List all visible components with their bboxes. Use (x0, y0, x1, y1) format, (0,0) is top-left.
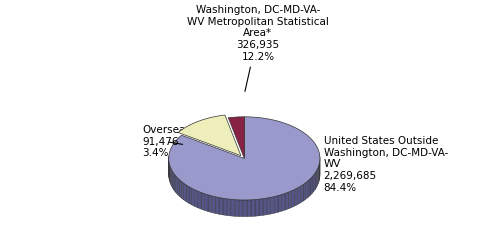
Polygon shape (315, 171, 316, 190)
Polygon shape (212, 196, 216, 213)
Polygon shape (251, 199, 255, 216)
Polygon shape (182, 182, 184, 200)
Polygon shape (247, 200, 251, 217)
Text: Overseas
91,476
3.4%: Overseas 91,476 3.4% (142, 125, 191, 158)
Polygon shape (235, 200, 239, 216)
Polygon shape (298, 186, 300, 204)
Polygon shape (168, 117, 320, 200)
Polygon shape (172, 171, 174, 190)
Polygon shape (216, 197, 219, 214)
Polygon shape (267, 197, 270, 215)
Polygon shape (285, 192, 288, 210)
Polygon shape (227, 199, 231, 216)
Text: United States Outside
Washington, DC-MD-VA-
WV
2,269,685
84.4%: United States Outside Washington, DC-MD-… (324, 136, 448, 193)
Polygon shape (314, 173, 315, 192)
Polygon shape (231, 199, 235, 216)
Polygon shape (180, 180, 182, 198)
Polygon shape (223, 198, 227, 216)
Polygon shape (178, 178, 180, 196)
Polygon shape (300, 185, 303, 203)
Polygon shape (170, 167, 172, 186)
Polygon shape (189, 187, 192, 205)
Polygon shape (198, 191, 201, 209)
Polygon shape (243, 200, 247, 217)
Polygon shape (192, 188, 195, 206)
Polygon shape (303, 183, 306, 201)
Polygon shape (239, 200, 243, 217)
Polygon shape (228, 117, 244, 158)
Polygon shape (282, 193, 285, 211)
Polygon shape (310, 177, 312, 196)
Polygon shape (308, 179, 310, 198)
Polygon shape (208, 195, 212, 212)
Polygon shape (184, 183, 186, 202)
Polygon shape (274, 195, 278, 213)
Polygon shape (255, 199, 259, 216)
Polygon shape (312, 175, 314, 194)
Polygon shape (174, 174, 176, 192)
Polygon shape (204, 194, 208, 212)
Polygon shape (195, 190, 198, 208)
Polygon shape (186, 185, 189, 203)
Polygon shape (219, 198, 223, 215)
Polygon shape (278, 195, 281, 212)
Polygon shape (292, 189, 295, 207)
Polygon shape (318, 164, 319, 183)
Polygon shape (263, 198, 267, 215)
Polygon shape (201, 192, 204, 210)
Text: Washington, DC-MD-VA-
WV Metropolitan Statistical
Area*
326,935
12.2%: Washington, DC-MD-VA- WV Metropolitan St… (187, 5, 329, 91)
Polygon shape (169, 163, 170, 182)
Polygon shape (270, 197, 274, 214)
Polygon shape (176, 176, 178, 194)
Polygon shape (295, 188, 298, 206)
Polygon shape (259, 199, 263, 216)
Polygon shape (316, 169, 318, 188)
Polygon shape (306, 181, 308, 199)
Polygon shape (288, 191, 292, 209)
Polygon shape (178, 115, 241, 156)
